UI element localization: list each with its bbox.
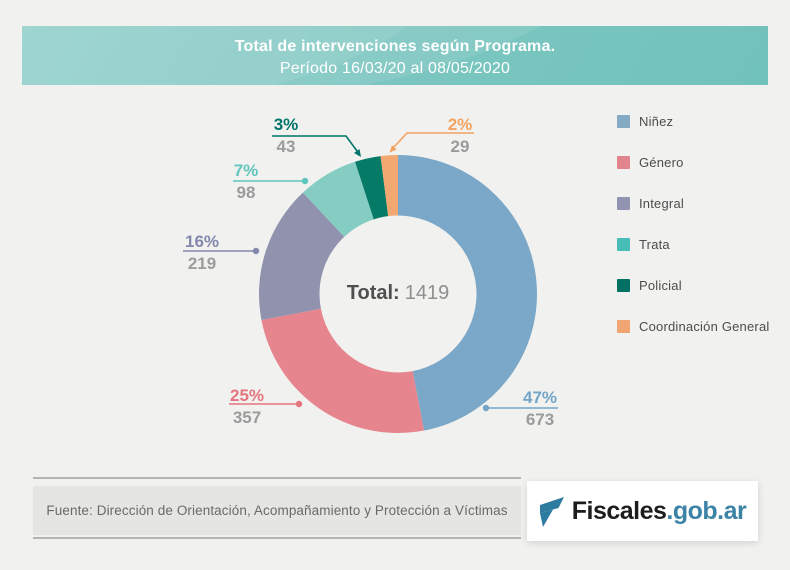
leader-policial [272, 135, 361, 157]
legend-item-trata: Trata [617, 237, 769, 252]
fiscales-logo: Fiscales .gob.ar [527, 481, 758, 541]
divider-bottom [33, 537, 521, 539]
callout-trata: 7% 98 [229, 161, 263, 201]
chart-area: Total: 1419 47% 673 25% 357 16% 219 7% 98… [0, 100, 790, 480]
percent-label: 25% [229, 386, 265, 405]
legend-label: Género [639, 155, 684, 170]
divider-top [33, 477, 521, 479]
leader-integral [183, 247, 260, 255]
percent-label: 47% [522, 388, 558, 407]
legend-swatch [617, 279, 630, 292]
legend-swatch [617, 320, 630, 333]
callout-policial: 3% 43 [268, 115, 304, 155]
logo-text-black: Fiscales [571, 496, 667, 525]
source-box: Fuente: Dirección de Orientación, Acompa… [33, 486, 521, 535]
callout-genero: 25% 357 [227, 386, 267, 426]
legend-swatch [617, 156, 630, 169]
legend-label: Niñez [639, 114, 674, 129]
percent-label: 16% [184, 232, 220, 251]
chart-subtitle: Período 16/03/20 al 08/05/2020 [279, 60, 511, 77]
total-label: Total: [346, 282, 400, 304]
donut-slice-ni-ez [398, 155, 538, 431]
donut-slice-coordinaci-n-general [380, 155, 398, 217]
legend-swatch [617, 197, 630, 210]
legend-swatch [617, 115, 630, 128]
percent-label: 3% [273, 115, 299, 134]
donut-slice-policial [355, 156, 389, 220]
value-label: 357 [232, 408, 262, 427]
value-label: 219 [187, 254, 217, 273]
legend-item-ninez: Niñez [617, 114, 769, 129]
legend-label: Integral [639, 196, 684, 211]
legend-label: Policial [639, 278, 682, 293]
legend-label: Coordinación General [639, 319, 770, 334]
leader-genero [229, 400, 303, 408]
donut-chart [259, 155, 538, 433]
fiscales-flag-icon [539, 497, 564, 527]
total-value: 1419 [404, 282, 450, 304]
donut-slice-g-nero [261, 308, 425, 433]
chart-title: Total de intervenciones según Programa. [234, 38, 556, 55]
value-label: 98 [236, 183, 256, 202]
source-text: Fuente: Dirección de Orientación, Acompa… [46, 503, 508, 518]
leader-trata [233, 177, 309, 185]
leader-lines-layer [183, 132, 558, 412]
donut-slice-integral [259, 192, 345, 321]
donut-center-total: Total: 1419 [298, 282, 498, 305]
percent-label: 2% [447, 115, 473, 134]
legend-item-integral: Integral [617, 196, 769, 211]
callout-ninez: 47% 673 [518, 388, 562, 428]
logo-text-blue: .gob.ar [666, 496, 747, 525]
legend: Niñez Género Integral Trata Policial Coo… [617, 114, 770, 361]
legend-item-policial: Policial [617, 278, 769, 293]
callout-integral: 16% 219 [182, 232, 222, 272]
legend-swatch [617, 238, 630, 251]
legend-label: Trata [639, 237, 670, 252]
header-banner: Total de intervenciones según Programa. … [22, 26, 768, 85]
legend-item-coordinacion-general: Coordinación General [617, 319, 770, 334]
callout-coordinacion: 2% 29 [444, 115, 476, 155]
percent-label: 7% [233, 161, 259, 180]
value-label: 43 [276, 137, 296, 156]
leader-coordinacion [389, 132, 474, 153]
value-label: 29 [450, 137, 470, 156]
leader-ninez [482, 404, 558, 412]
legend-item-genero: Género [617, 155, 769, 170]
value-label: 673 [525, 410, 555, 429]
donut-slice-trata [302, 161, 374, 237]
